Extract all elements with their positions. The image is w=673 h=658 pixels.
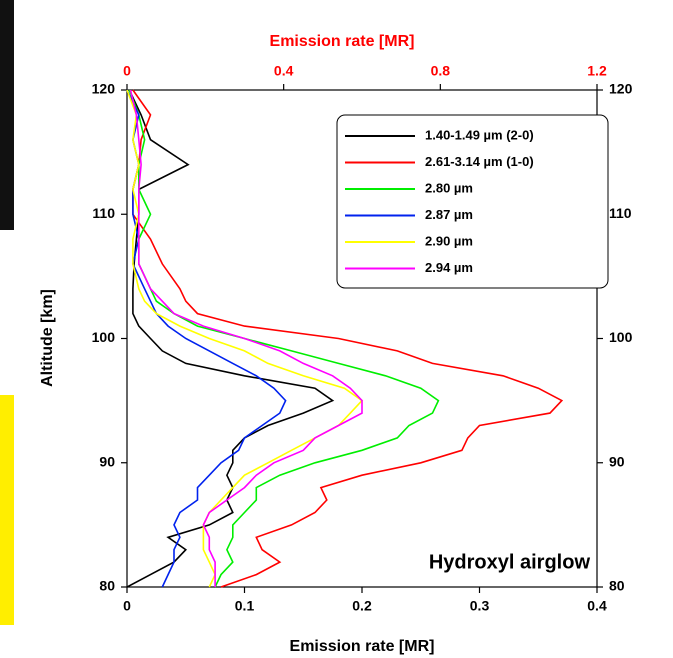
legend-label: 2.94 µm — [425, 260, 473, 275]
x2-axis-title: Emission rate [MR] — [270, 33, 415, 50]
background-strip — [0, 395, 14, 625]
x2-tick-label: 0.8 — [431, 63, 451, 79]
legend-label: 2.61-3.14 µm (1-0) — [425, 154, 534, 169]
legend-label: 2.80 µm — [425, 180, 473, 195]
x-tick-label: 0.4 — [587, 598, 607, 614]
x-axis-title: Emission rate [MR] — [290, 638, 435, 655]
x2-tick-label: 1.2 — [587, 63, 607, 79]
y-tick-label: 90 — [609, 453, 625, 469]
series-line — [129, 89, 363, 587]
series-line — [128, 89, 440, 588]
series-line — [126, 89, 287, 588]
y-tick-label: 110 — [609, 205, 632, 221]
x2-tick-label: 0 — [123, 63, 131, 79]
y-tick-label: 90 — [99, 453, 115, 469]
x2-tick-label: 0.4 — [274, 63, 294, 79]
series-line — [126, 89, 335, 588]
y-tick-label: 120 — [92, 81, 116, 97]
y-tick-label: 110 — [92, 205, 115, 221]
legend-label: 2.90 µm — [425, 233, 473, 248]
legend-box — [336, 114, 609, 289]
x-tick-label: 0 — [123, 598, 131, 614]
y-tick-label: 120 — [609, 81, 633, 97]
y-tick-label: 80 — [99, 578, 115, 594]
background-strip — [0, 0, 14, 230]
y-tick-label: 100 — [609, 329, 633, 345]
y-tick-label: 80 — [609, 578, 625, 594]
x-tick-label: 0.1 — [235, 598, 255, 614]
x-tick-label: 0.3 — [470, 598, 490, 614]
x-tick-label: 0.2 — [352, 598, 372, 614]
y-tick-label: 100 — [92, 329, 116, 345]
legend-label: 1.40-1.49 µm (2-0) — [425, 127, 534, 142]
legend-label: 2.87 µm — [425, 207, 473, 222]
annotation: Hydroxyl airglow — [429, 551, 591, 573]
y-axis-title: Altitude [km] — [39, 289, 56, 387]
